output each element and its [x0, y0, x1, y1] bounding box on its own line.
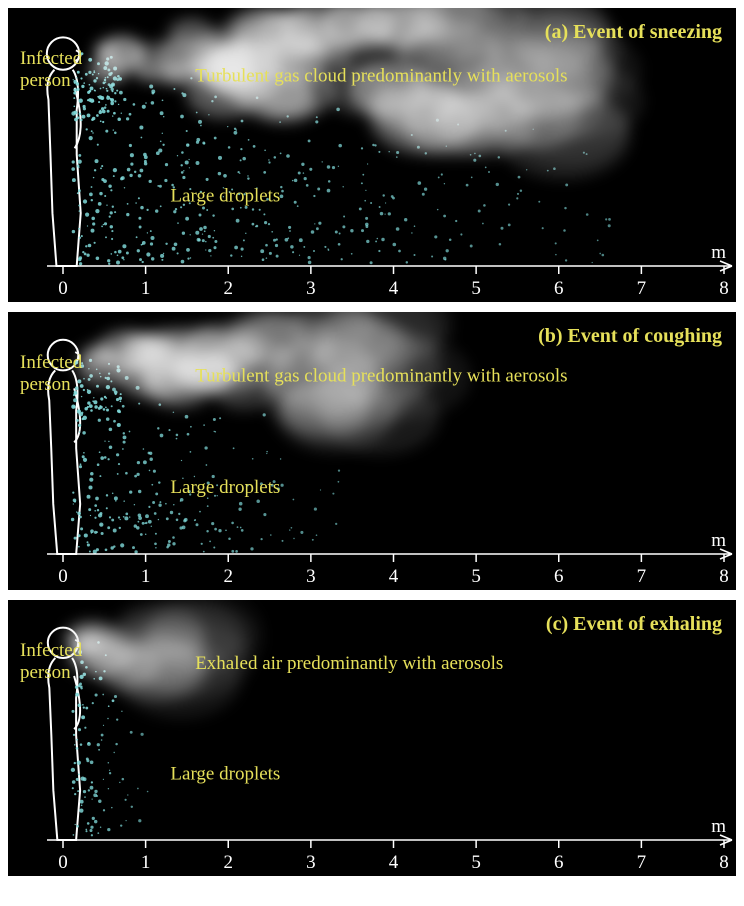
- svg-text:4: 4: [389, 278, 399, 299]
- infected-person-label: Infected: [20, 352, 83, 373]
- svg-text:0: 0: [58, 278, 68, 299]
- svg-text:1: 1: [141, 278, 151, 299]
- svg-text:5: 5: [471, 852, 481, 873]
- svg-text:7: 7: [637, 566, 647, 587]
- svg-text:6: 6: [554, 278, 564, 299]
- svg-text:5: 5: [471, 278, 481, 299]
- svg-text:1: 1: [141, 566, 151, 587]
- svg-text:8: 8: [719, 566, 729, 587]
- respiratory-dispersion-figure: 012345678m(a) Event of sneezingInfectedp…: [0, 0, 744, 884]
- infected-person-label: person: [20, 70, 71, 91]
- droplet-label: Large droplets: [170, 477, 280, 498]
- panel-title: (b) Event of coughing: [538, 325, 722, 347]
- svg-text:m: m: [711, 242, 726, 263]
- panel-title: (a) Event of sneezing: [545, 21, 722, 43]
- svg-text:8: 8: [719, 278, 729, 299]
- infected-person-label: person: [20, 374, 71, 395]
- droplet-label: Large droplets: [170, 763, 280, 784]
- panel-b: 0 1 2 3 4 5 6 7 8 m (b) Event of coughing Infectedp…: [8, 312, 736, 590]
- svg-text:2: 2: [224, 566, 234, 587]
- svg-text:m: m: [711, 816, 726, 837]
- panel-title: (c) Event of exhaling: [546, 613, 722, 635]
- svg-text:1: 1: [141, 852, 151, 873]
- panel-a: 0 1 2 3 4 5 6 7 8 m (a) Event of sneezing Infectedp…: [8, 8, 736, 302]
- svg-text:4: 4: [389, 566, 399, 587]
- svg-text:3: 3: [306, 278, 316, 299]
- svg-text:0: 0: [58, 566, 68, 587]
- svg-text:6: 6: [554, 566, 564, 587]
- svg-text:7: 7: [637, 852, 647, 873]
- svg-text:6: 6: [554, 852, 564, 873]
- svg-text:3: 3: [306, 566, 316, 587]
- droplet-label: Large droplets: [170, 185, 280, 206]
- svg-text:5: 5: [471, 566, 481, 587]
- cloud-label: Turbulent gas cloud predominantly with a…: [195, 366, 567, 387]
- svg-text:3: 3: [306, 852, 316, 873]
- svg-text:2: 2: [224, 852, 234, 873]
- cloud-label: Turbulent gas cloud predominantly with a…: [195, 66, 567, 87]
- svg-text:7: 7: [637, 278, 647, 299]
- svg-text:8: 8: [719, 852, 729, 873]
- svg-text:m: m: [711, 530, 726, 551]
- infected-person-label: Infected: [20, 640, 83, 661]
- svg-text:0: 0: [58, 852, 68, 873]
- infected-person-label: Infected: [20, 48, 83, 69]
- infected-person-label: person: [20, 662, 71, 683]
- svg-text:4: 4: [389, 852, 399, 873]
- panel-c: 0 1 2 3 4 5 6 7 8 m (c) Event of exhaling Infectedp…: [8, 600, 736, 876]
- svg-text:2: 2: [224, 278, 234, 299]
- cloud-label: Exhaled air predominantly with aerosols: [195, 653, 503, 674]
